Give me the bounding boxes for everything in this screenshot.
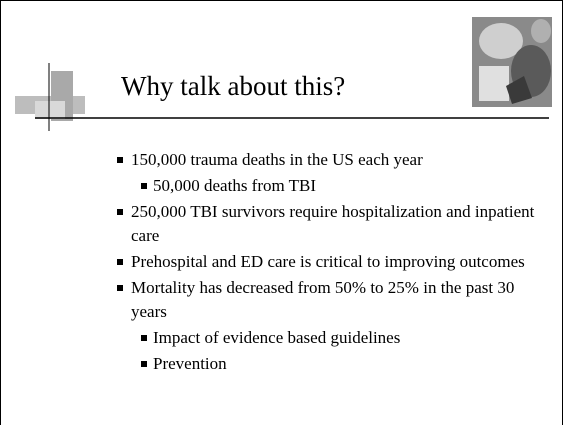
bullet: Prevention xyxy=(113,352,537,376)
bullet: 250,000 TBI survivors require hospitaliz… xyxy=(113,200,537,248)
bullet: Prehospital and ED care is critical to i… xyxy=(113,250,537,274)
photo xyxy=(472,17,552,107)
bullet-list: 150,000 trauma deaths in the US each yea… xyxy=(113,148,537,378)
bullet: Impact of evidence based guidelines xyxy=(113,326,537,350)
bullet: Mortality has decreased from 50% to 25% … xyxy=(113,276,537,324)
slide-title: Why talk about this? xyxy=(121,71,345,102)
cross-block xyxy=(35,101,65,119)
bullet: 150,000 trauma deaths in the US each yea… xyxy=(113,148,537,172)
page: Why talk about this? 150,000 trauma deat… xyxy=(0,0,563,426)
slide: Why talk about this? 150,000 trauma deat… xyxy=(0,0,563,425)
bullet: 50,000 deaths from TBI xyxy=(113,174,537,198)
